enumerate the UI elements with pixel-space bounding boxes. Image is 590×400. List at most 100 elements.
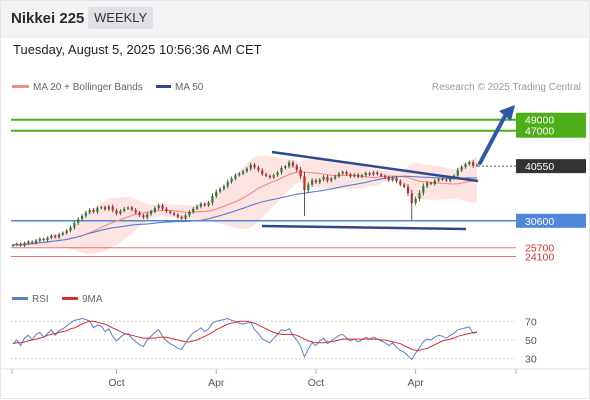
candle-body <box>192 208 195 212</box>
candle-body <box>134 209 137 213</box>
legend-ma20-swatch <box>12 85 29 88</box>
candle-body <box>414 198 417 204</box>
candle-body <box>65 230 68 233</box>
lower-trendline <box>261 224 467 231</box>
candle-body <box>57 234 61 238</box>
candle-body <box>38 238 41 241</box>
candle-body <box>42 238 45 241</box>
upper-trendline <box>271 150 479 183</box>
chart-header: Nikkei 225 WEEKLY <box>0 0 590 36</box>
candle-body <box>261 170 264 175</box>
x-tick-label: Apr <box>208 377 225 389</box>
candle-body <box>54 235 57 238</box>
legend-ma50-label: MA 50 <box>175 82 204 93</box>
period-badge[interactable]: WEEKLY <box>88 7 154 29</box>
candle-body <box>376 172 379 175</box>
rsi-line <box>12 317 478 361</box>
forecast-arrow-shaft <box>478 112 508 165</box>
candle-body <box>253 164 256 168</box>
candle-body <box>149 211 153 215</box>
candle-body <box>257 167 260 171</box>
candle-body <box>380 174 383 176</box>
candle-body <box>180 216 183 219</box>
candle-body <box>123 208 126 211</box>
chart-title: Nikkei 225 <box>11 10 85 27</box>
candle-body <box>195 206 199 209</box>
candle-body <box>410 193 413 204</box>
candle-body <box>211 196 214 203</box>
candle-body <box>345 171 348 175</box>
candle-body <box>395 177 398 182</box>
candle-body <box>299 169 302 177</box>
candle-body <box>126 207 130 209</box>
candle-body <box>437 179 440 181</box>
candle-body <box>284 166 287 169</box>
candle-body <box>142 215 145 218</box>
candle-body <box>357 174 360 177</box>
support-label-30600: 30600 <box>525 216 554 228</box>
target-tag-49000 <box>516 112 586 127</box>
candle-body <box>172 213 176 215</box>
candle-body <box>188 212 191 216</box>
candle-body <box>368 173 371 175</box>
candle-body <box>449 177 452 181</box>
candle-body <box>468 162 471 165</box>
candle-body <box>69 227 72 231</box>
candle-body <box>399 181 402 185</box>
candle-body <box>364 173 367 176</box>
x-axis: Oct Apr Oct Apr <box>11 369 517 389</box>
candle-body <box>264 174 268 176</box>
timestamp: Tuesday, August 5, 2025 10:56:36 AM CET <box>13 42 262 57</box>
candle-body <box>96 208 99 212</box>
candle-body <box>276 172 279 176</box>
legend-ma50-swatch <box>156 85 171 88</box>
candle-body <box>268 175 272 178</box>
candle-body <box>165 208 168 212</box>
candle-body <box>111 206 114 211</box>
candle-body <box>472 162 475 166</box>
candle-body <box>245 168 249 172</box>
legend-9ma-swatch <box>62 297 78 300</box>
candle-body <box>11 244 15 246</box>
candle-body <box>230 178 233 182</box>
candle-body <box>353 174 356 177</box>
bollinger-fill <box>13 155 477 255</box>
candle-body <box>80 215 84 220</box>
current-price-label: 40550 <box>525 161 554 173</box>
candle-body <box>426 182 429 187</box>
candle-body <box>34 240 38 243</box>
candle-body <box>387 177 390 181</box>
rsi-legend: RSI 9MA <box>12 294 103 305</box>
rsi-tick-50: 50 <box>525 335 537 347</box>
candle-body <box>218 188 222 192</box>
candle-body <box>31 241 34 243</box>
candle-body <box>92 209 95 212</box>
current-price-tag <box>516 159 586 174</box>
legend-rsi-swatch <box>12 297 28 300</box>
candle-body <box>153 208 156 212</box>
candle-body <box>295 165 298 170</box>
candle-body <box>326 176 329 181</box>
candle-body <box>460 166 463 171</box>
candle-body <box>88 209 91 213</box>
rsi-tick-30: 30 <box>525 354 537 366</box>
candle-body <box>372 172 375 175</box>
candle-body <box>107 206 110 210</box>
candle-body <box>403 184 406 187</box>
candle-body <box>222 186 226 189</box>
triangle-pattern <box>261 105 515 231</box>
candle-body <box>61 232 64 235</box>
candle-body <box>103 207 107 210</box>
candle-body <box>241 171 245 174</box>
candle-body <box>119 210 122 214</box>
candle-body <box>456 170 459 176</box>
rsi-tick-70: 70 <box>525 316 537 328</box>
legend-ma20-label: MA 20 + Bollinger Bands <box>33 82 143 93</box>
candle-body <box>303 176 306 191</box>
target-label-47000: 47000 <box>525 126 554 138</box>
candle-body <box>215 191 218 197</box>
candle-body <box>349 174 352 177</box>
candle-body <box>318 179 321 183</box>
